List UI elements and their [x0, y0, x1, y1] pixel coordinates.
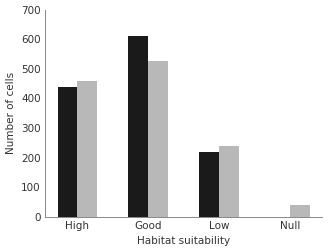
Bar [128, 36, 148, 217]
Bar [77, 81, 97, 217]
Bar [199, 152, 219, 217]
Bar [290, 205, 310, 217]
Bar [148, 61, 168, 217]
X-axis label: Habitat suitability: Habitat suitability [137, 236, 230, 246]
Y-axis label: Number of cells: Number of cells [6, 72, 15, 154]
Bar [219, 146, 239, 217]
Bar [57, 86, 77, 217]
